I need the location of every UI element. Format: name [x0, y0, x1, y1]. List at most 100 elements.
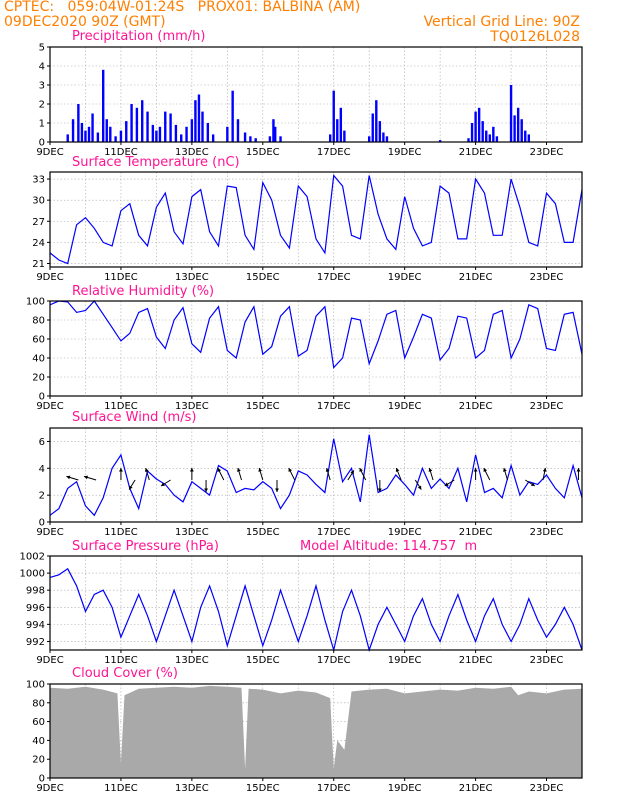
precip-bar: [485, 130, 488, 142]
wind-arrow-head: [444, 482, 449, 486]
rh-xtick-label: 19DEC: [388, 401, 422, 412]
precip-bar: [467, 138, 470, 142]
rh-xtick-label: 11DEC: [104, 401, 138, 412]
cloud-xtick-label: 11DEC: [104, 783, 138, 794]
precip-ytick-label: 4: [39, 62, 45, 73]
precip-bar: [371, 113, 374, 142]
wind-ytick-label: 6: [39, 437, 45, 448]
wind-arrow-head: [189, 468, 194, 472]
precip-bar: [481, 121, 484, 142]
wind-xtick-label: 15DEC: [246, 527, 280, 538]
temp-xtick-label: 11DEC: [104, 272, 138, 283]
pres-xtick-label: 13DEC: [175, 655, 209, 666]
wind-arrow-head: [325, 468, 330, 472]
temp-xtick-label: 9DEC: [36, 272, 63, 283]
precip-bar: [190, 119, 194, 142]
wind-xtick-label: 9DEC: [36, 527, 63, 538]
cloud-xtick-label: 23DEC: [530, 783, 564, 794]
precip-bar: [509, 85, 513, 142]
pres-title: Surface Pressure (hPa): [72, 539, 219, 554]
precip-bar: [194, 100, 197, 142]
precip-bar: [343, 130, 346, 142]
wind-arrow-head: [576, 468, 581, 472]
wind-ytick-label: 4: [39, 464, 45, 475]
pres-ytick-label: 998: [26, 586, 45, 597]
precip-bar: [243, 132, 247, 142]
cloud-area: [50, 685, 582, 778]
precip-bar: [474, 111, 477, 142]
rh-ytick-label: 0: [39, 392, 45, 403]
wind-arrow-head: [217, 468, 222, 472]
wind-arrow-head: [288, 468, 292, 472]
precip-bar: [102, 69, 105, 142]
precip-bar: [130, 104, 133, 142]
wind-arrow-head: [359, 468, 363, 472]
precip-ytick-label: 3: [39, 81, 45, 92]
wind-arrow-head: [417, 485, 422, 490]
pres-xtick-label: 9DEC: [36, 655, 63, 666]
wind-xtick-label: 23DEC: [530, 527, 564, 538]
rh-ytick-label: 20: [32, 373, 45, 384]
precip-bar: [516, 107, 520, 142]
precip-bar: [249, 136, 252, 142]
cloud-ytick-label: 0: [39, 774, 45, 785]
precip-bar: [336, 119, 339, 142]
temp-ytick-label: 21: [32, 259, 45, 270]
wind-arrow-head: [237, 468, 241, 472]
rh-xtick-label: 21DEC: [459, 401, 493, 412]
precip-frame: [49, 46, 583, 143]
precip-xtick-label: 11DEC: [104, 147, 138, 158]
precip-bar: [236, 119, 240, 142]
cloud-title: Cloud Cover (%): [72, 666, 178, 681]
temp-xtick-label: 21DEC: [459, 272, 493, 283]
precip-bar: [169, 113, 172, 142]
precip-bar: [180, 134, 183, 142]
precip-ytick-label: 1: [39, 119, 45, 130]
precip-bar: [84, 130, 87, 142]
precip-bar: [197, 94, 201, 142]
cloud-xtick-label: 19DEC: [388, 783, 422, 794]
pres-ytick-label: 994: [26, 620, 45, 631]
cloud-ytick-label: 80: [32, 698, 45, 709]
pres-frame: [49, 555, 583, 651]
precip-bar: [495, 136, 499, 142]
pres-xtick-label: 23DEC: [530, 655, 564, 666]
wind-arrow-head: [350, 470, 354, 475]
wind-arrow-head: [395, 468, 400, 472]
rh-ytick-label: 100: [26, 297, 45, 308]
pres-ytick-label: 992: [26, 637, 45, 648]
precip-bar: [206, 123, 210, 142]
wind-arrow-head: [483, 468, 488, 472]
rh-xtick-label: 15DEC: [246, 401, 280, 412]
precip-bar: [470, 123, 474, 142]
wind-xtick-label: 17DEC: [317, 527, 351, 538]
precip-bar: [332, 90, 335, 142]
wind-ytick-label: 2: [39, 491, 45, 502]
temp-series-line: [49, 174, 583, 265]
precip-bar: [385, 136, 389, 142]
precip-bar: [96, 132, 100, 142]
wind-arrow-head: [542, 468, 547, 472]
wind-xtick-label: 19DEC: [388, 527, 422, 538]
temp-ytick-label: 33: [32, 175, 45, 186]
precip-bar: [492, 126, 495, 142]
precip-bar: [375, 100, 378, 142]
cloud-ytick-label: 100: [26, 680, 45, 691]
temp-xtick-label: 13DEC: [175, 272, 209, 283]
precip-title: Precipitation (mm/h): [72, 29, 206, 44]
cloud-xtick-label: 21DEC: [459, 783, 493, 794]
precip-bar: [254, 138, 257, 142]
wind-arrow-head: [204, 488, 208, 492]
precip-bar: [382, 132, 385, 142]
precip-bar: [328, 134, 332, 142]
wind-series-line: [49, 434, 583, 517]
pres-ytick-label: 1000: [20, 569, 45, 580]
precip-bar: [151, 124, 155, 142]
cloud-xtick-label: 15DEC: [246, 783, 280, 794]
precip-bar: [77, 104, 80, 142]
header-line1: CPTEC: 059:04W-01:24S PROX01: BALBINA (A…: [4, 0, 361, 15]
precip-bar: [268, 136, 272, 142]
temp-ytick-label: 24: [32, 238, 45, 249]
wind-arrow-head: [66, 475, 71, 480]
precip-bar: [279, 136, 282, 142]
